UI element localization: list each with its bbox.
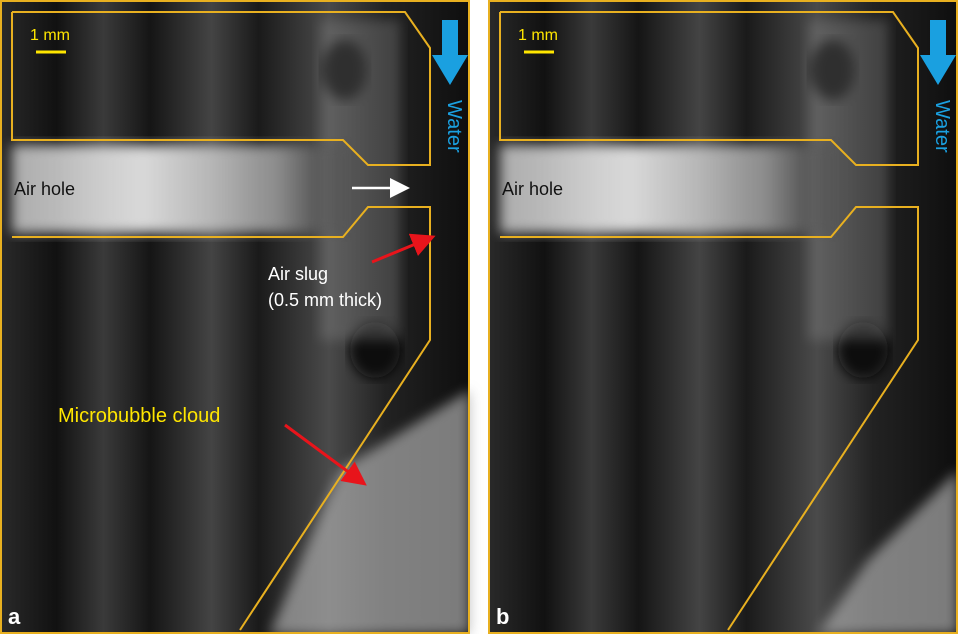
cloud-label: Microbubble cloud bbox=[58, 405, 220, 427]
light-band bbox=[808, 20, 888, 340]
air-hole-label: Air hole bbox=[14, 179, 75, 199]
scale-bar-label: 1 mm bbox=[30, 27, 70, 44]
flow-label: Water bbox=[931, 100, 953, 153]
panel-a: 1 mm Water Air hole a Air slug (0.5 mm thick)… bbox=[0, 0, 470, 634]
figure: 1 mm Water Air hole a Air slug (0.5 mm thick)… bbox=[0, 0, 958, 634]
air-slug-label: Air slug bbox=[268, 264, 328, 284]
air-hole-label: Air hole bbox=[502, 179, 563, 199]
flow-label: Water bbox=[443, 100, 465, 153]
panel-b: 1 mm Water Air hole b bbox=[488, 0, 958, 634]
page: 1 mm Water Air hole a Air slug (0.5 mm thick)… bbox=[0, 0, 958, 639]
panel-label: a bbox=[8, 604, 21, 629]
scale-bar-label: 1 mm bbox=[518, 27, 558, 44]
thickness-label: (0.5 mm thick) bbox=[268, 290, 382, 310]
panel-label: b bbox=[496, 604, 509, 629]
